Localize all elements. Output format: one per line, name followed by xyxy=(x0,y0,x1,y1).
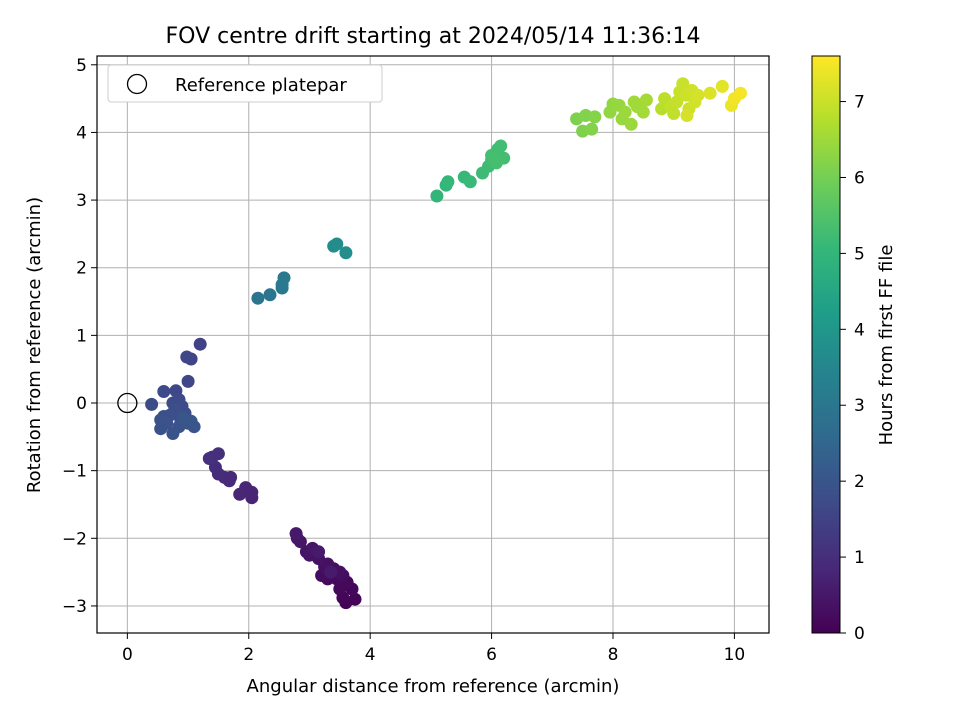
data-point xyxy=(667,107,681,120)
data-point xyxy=(676,77,690,91)
data-point xyxy=(588,110,602,124)
plot-frame xyxy=(96,55,770,634)
colorbar-tick-label: 1 xyxy=(854,548,865,568)
data-point xyxy=(176,411,190,425)
data-point xyxy=(154,422,168,436)
colorbar-ticks: 0 1 2 3 4 5 6 7 xyxy=(840,93,865,644)
y-axis-ticks: −3 −2 −1 0 1 2 3 4 5 xyxy=(62,56,97,617)
data-point xyxy=(324,565,338,579)
x-tick-label: 2 xyxy=(243,645,254,665)
x-tick-label: 0 xyxy=(122,645,133,665)
data-point xyxy=(277,271,291,285)
data-point xyxy=(734,86,747,100)
y-tick-label: 0 xyxy=(76,394,87,414)
data-point xyxy=(181,374,195,388)
y-tick-label: −1 xyxy=(62,462,87,482)
data-point xyxy=(251,291,265,305)
data-point xyxy=(222,474,236,488)
chart-title: FOV centre drift starting at 2024/05/14 … xyxy=(166,24,701,49)
colorbar-label: Hours from first FF file xyxy=(876,245,897,446)
colorbar-tick-label: 0 xyxy=(854,624,865,644)
colorbar-tick-label: 5 xyxy=(854,244,865,264)
legend-box xyxy=(107,64,383,103)
data-point xyxy=(639,93,653,107)
data-point xyxy=(691,88,705,102)
legend: Reference platepar xyxy=(107,64,383,103)
data-point xyxy=(636,105,650,119)
y-tick-label: 1 xyxy=(76,326,87,346)
x-tick-label: 4 xyxy=(365,645,376,665)
y-axis-label: Rotation from reference (arcmin) xyxy=(24,197,45,493)
legend-label: Reference platepar xyxy=(175,75,347,96)
x-axis-ticks: 0 2 4 6 8 10 xyxy=(122,633,745,665)
colorbar-tick-label: 2 xyxy=(854,472,865,492)
data-point xyxy=(289,527,303,541)
data-points xyxy=(145,77,747,610)
data-point xyxy=(430,189,444,203)
reference-point xyxy=(117,392,138,414)
data-point xyxy=(348,592,362,606)
data-point xyxy=(703,86,717,100)
y-tick-label: 5 xyxy=(76,56,87,76)
data-point xyxy=(157,385,171,398)
x-tick-label: 8 xyxy=(608,645,619,665)
data-point xyxy=(312,545,326,559)
data-point xyxy=(193,337,207,351)
x-tick-label: 6 xyxy=(486,645,497,665)
data-point xyxy=(585,122,599,136)
x-tick-label: 10 xyxy=(724,645,746,665)
data-point xyxy=(202,452,216,465)
data-point xyxy=(180,350,194,364)
colorbar-tick-label: 6 xyxy=(854,168,865,188)
data-point xyxy=(333,565,347,579)
data-point xyxy=(441,175,455,189)
colorbar-tick-label: 7 xyxy=(854,93,865,113)
data-point xyxy=(715,79,729,93)
y-tick-label: −3 xyxy=(62,597,87,617)
colorbar-tick-label: 4 xyxy=(854,320,865,340)
data-point xyxy=(618,105,632,119)
y-tick-label: 4 xyxy=(76,123,87,143)
data-point xyxy=(330,237,344,251)
y-tick-label: 3 xyxy=(76,191,87,211)
legend-marker xyxy=(126,73,148,95)
y-tick-label: 2 xyxy=(76,259,87,279)
data-point xyxy=(489,156,503,170)
data-point xyxy=(670,95,684,109)
data-point xyxy=(233,487,247,501)
data-point xyxy=(494,139,508,153)
data-point xyxy=(263,288,277,302)
colorbar xyxy=(811,55,841,634)
reference-marker xyxy=(117,392,138,414)
colorbar-tick-label: 3 xyxy=(854,396,865,416)
data-point xyxy=(339,246,353,260)
data-point xyxy=(145,397,159,411)
x-axis-label: Angular distance from reference (arcmin) xyxy=(247,676,620,697)
data-point xyxy=(680,109,694,122)
y-tick-label: −2 xyxy=(62,529,87,549)
data-point xyxy=(463,175,477,189)
data-point xyxy=(624,117,638,131)
